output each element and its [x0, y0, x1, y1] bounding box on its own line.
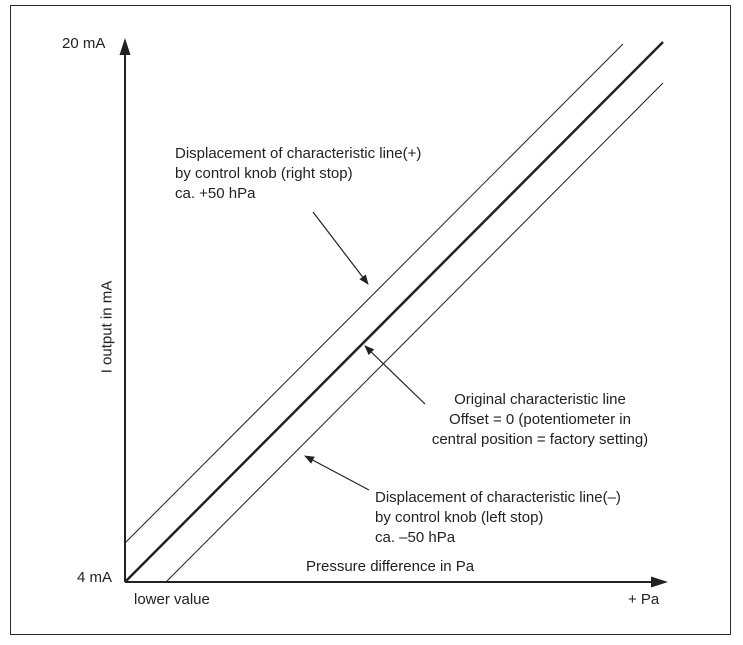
characteristic-line-original — [124, 41, 664, 583]
annotation-minus-line1: Displacement of characteristic line(–) — [375, 489, 621, 506]
x-axis-arrowhead — [651, 576, 668, 588]
annotation-minus-line2: by control knob (left stop) — [375, 509, 544, 526]
y-axis-bottom-tick: 4 mA — [77, 569, 113, 586]
arrow-to-plus-line — [312, 211, 369, 285]
annotation-original-line: Original characteristic line Offset = 0 … — [410, 390, 670, 450]
annotation-plus-displacement: Displacement of characteristic line(+) b… — [175, 144, 421, 204]
annotation-plus-line1: Displacement of characteristic line(+) — [175, 145, 422, 162]
annotation-plus-line2: by control knob (right stop) — [175, 165, 353, 182]
y-axis-top-tick: 20 mA — [62, 35, 106, 52]
x-axis-end-label: + Pa — [628, 591, 660, 608]
arrow-to-original-line — [364, 345, 426, 405]
y-axis-label: I output in mA — [98, 280, 116, 374]
annotation-plus-line3: ca. +50 hPa — [175, 185, 256, 202]
arrow-to-minus-line — [304, 455, 370, 491]
characteristic-line-plus — [124, 43, 624, 544]
annotation-original-line2: Offset = 0 (potentiometer in — [449, 411, 631, 428]
characteristic-line-minus — [165, 82, 664, 583]
x-axis-start-label: lower value — [134, 591, 210, 608]
annotation-minus-line3: ca. –50 hPa — [375, 529, 456, 546]
figure-frame — [10, 5, 731, 635]
x-axis-label: Pressure difference in Pa — [306, 558, 475, 575]
annotation-original-line3: central position = factory setting) — [431, 431, 649, 448]
annotation-original-line1: Original characteristic line — [454, 391, 626, 408]
annotation-minus-displacement: Displacement of characteristic line(–) b… — [375, 488, 621, 548]
y-axis-arrowhead — [119, 38, 131, 55]
